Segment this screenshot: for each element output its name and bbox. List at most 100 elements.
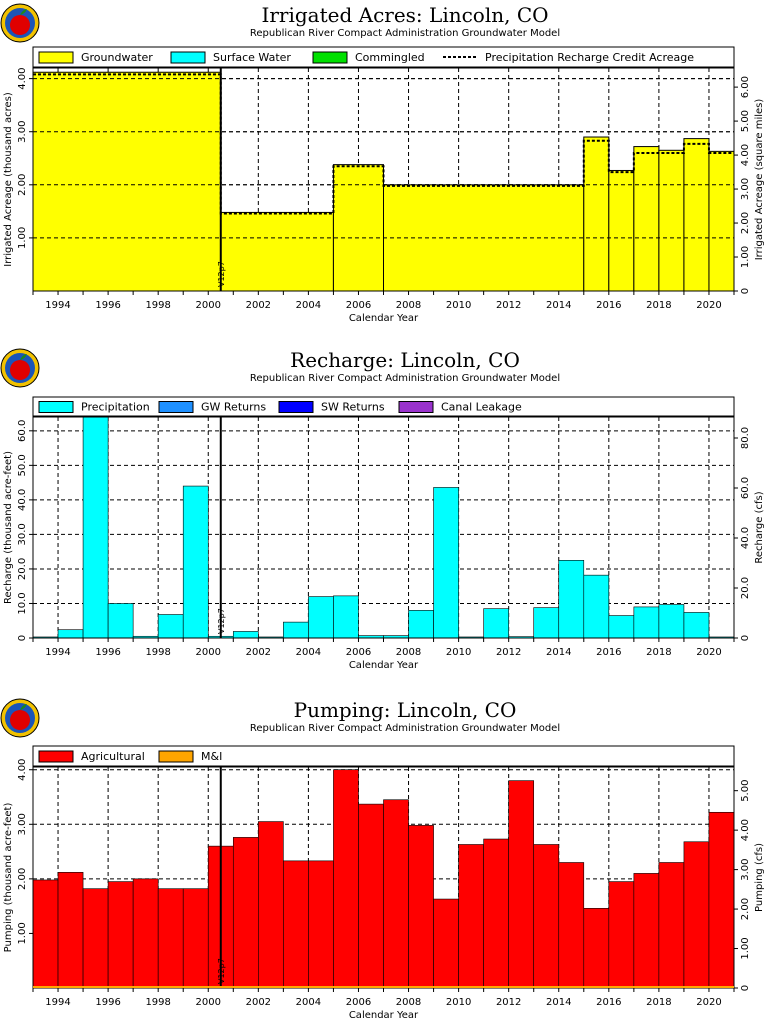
precipitation-bar: [658, 604, 685, 639]
y-tick-label: 20.0: [17, 558, 28, 580]
legend-label: Canal Leakage: [441, 401, 522, 414]
x-tick-label: 2018: [646, 300, 671, 311]
precipitation-bar: [558, 560, 585, 639]
y-tick-label: 4.00: [17, 67, 28, 89]
y-axis-label: Pumping (thousand acre-feet): [3, 803, 14, 953]
agricultural-bar: [232, 837, 259, 989]
y2-tick-label: 0: [740, 635, 751, 641]
legend-label: Groundwater: [81, 51, 153, 64]
y-tick-label: 40.0: [17, 489, 28, 511]
agricultural-bar: [708, 811, 735, 989]
agricultural-bar: [558, 862, 585, 989]
x-tick-label: 2008: [396, 300, 421, 311]
apple-logo-icon: [0, 3, 40, 43]
model-version-label: V12p7: [217, 958, 226, 984]
x-tick-label: 2012: [496, 300, 521, 311]
legend-swatch: [170, 51, 206, 64]
agricultural-bar: [483, 838, 509, 989]
x-axis-label: Calendar Year: [349, 313, 419, 324]
y2-tick-label: 60.0: [740, 477, 751, 499]
x-axis-label: Calendar Year: [349, 660, 419, 671]
y2-tick-label: 20.0: [740, 577, 751, 599]
legend-swatch: [398, 401, 434, 413]
x-tick-label: 2002: [246, 300, 271, 311]
agricultural-bar: [658, 862, 685, 989]
x-tick-label: 2020: [696, 300, 721, 311]
precipitation-bar: [283, 621, 309, 639]
y2-tick-label: 80.0: [740, 427, 751, 449]
agricultural-bar: [57, 872, 84, 989]
agricultural-bar: [633, 873, 660, 989]
x-tick-label: 2000: [196, 647, 221, 658]
precipitation-bar: [57, 629, 84, 639]
chart-subtitle: Republican River Compact Administration …: [250, 373, 560, 384]
precipitation-bar: [308, 596, 334, 639]
agricultural-bar: [383, 799, 409, 989]
x-tick-label: 1994: [45, 997, 70, 1008]
legend-box: [32, 745, 735, 767]
x-tick-label: 2016: [596, 300, 621, 311]
x-tick-label: 2018: [646, 997, 671, 1008]
y2-tick-label: 6.00: [740, 76, 751, 98]
legend-swatch: [158, 750, 194, 763]
apple-logo-leaf: [20, 704, 27, 710]
precipitation-bar: [182, 485, 209, 639]
x-axis-label: Calendar Year: [349, 1010, 419, 1021]
x-tick-label: 2014: [546, 647, 571, 658]
y2-tick-label: 3.00: [740, 178, 751, 200]
agricultural-bar: [182, 888, 209, 989]
agricultural-bar: [107, 881, 134, 989]
groundwater-bar: [708, 150, 735, 292]
y-tick-label: 4.00: [17, 759, 28, 781]
precipitation-bar: [683, 612, 710, 639]
apple-logo-icon: [0, 698, 40, 738]
y2-tick-label: 3.00: [740, 858, 751, 880]
x-tick-label: 2000: [196, 300, 221, 311]
x-tick-label: 2012: [496, 647, 521, 658]
legend-swatch: [38, 51, 74, 64]
x-tick-label: 1996: [95, 300, 120, 311]
agricultural-bar: [32, 879, 59, 989]
x-tick-label: 1996: [95, 647, 120, 658]
chart-title: Irrigated Acres: Lincoln, CO: [261, 3, 548, 27]
x-tick-label: 1994: [45, 300, 70, 311]
y2-tick-label: 4.00: [740, 144, 751, 166]
x-tick-label: 2020: [696, 997, 721, 1008]
agricultural-bar: [333, 769, 359, 989]
precipitation-bar: [483, 608, 509, 639]
x-tick-label: 2020: [696, 647, 721, 658]
groundwater-bar: [220, 211, 334, 292]
groundwater-bar: [658, 149, 685, 292]
y-tick-label: 1.00: [17, 227, 28, 249]
legend-swatch: [312, 51, 348, 64]
y-axis-label: Irrigated Acreage (thousand acres): [3, 92, 14, 267]
y-tick-label: 3.00: [17, 813, 28, 835]
y2-tick-label: 1.00: [740, 246, 751, 268]
precipitation-bar: [433, 487, 459, 639]
precipitation-credit-line: [33, 73, 734, 215]
precipitation-bar: [107, 603, 134, 639]
y2-axis-label: Recharge (cfs): [754, 491, 765, 563]
x-tick-label: 2004: [296, 997, 321, 1008]
agricultural-bar: [82, 888, 109, 989]
x-tick-label: 2000: [196, 997, 221, 1008]
groundwater-bar: [332, 164, 384, 292]
apple-logo-leaf: [20, 354, 27, 360]
x-tick-label: 1996: [95, 997, 120, 1008]
agricultural-bar: [308, 860, 334, 989]
legend-label: Precipitation Recharge Credit Acreage: [485, 51, 694, 64]
y-tick-label: 60.0: [17, 420, 28, 442]
precipitation-bar: [608, 615, 635, 639]
apple-logo-leaf: [20, 9, 27, 15]
y2-tick-label: 2.00: [740, 898, 751, 920]
x-tick-label: 1998: [145, 997, 170, 1008]
agricultural-bar: [258, 821, 284, 989]
x-tick-label: 2014: [546, 300, 571, 311]
y-tick-label: 3.00: [17, 121, 28, 143]
precipitation-bar: [633, 606, 660, 639]
agricultural-bar: [283, 860, 309, 989]
x-tick-label: 2016: [596, 997, 621, 1008]
